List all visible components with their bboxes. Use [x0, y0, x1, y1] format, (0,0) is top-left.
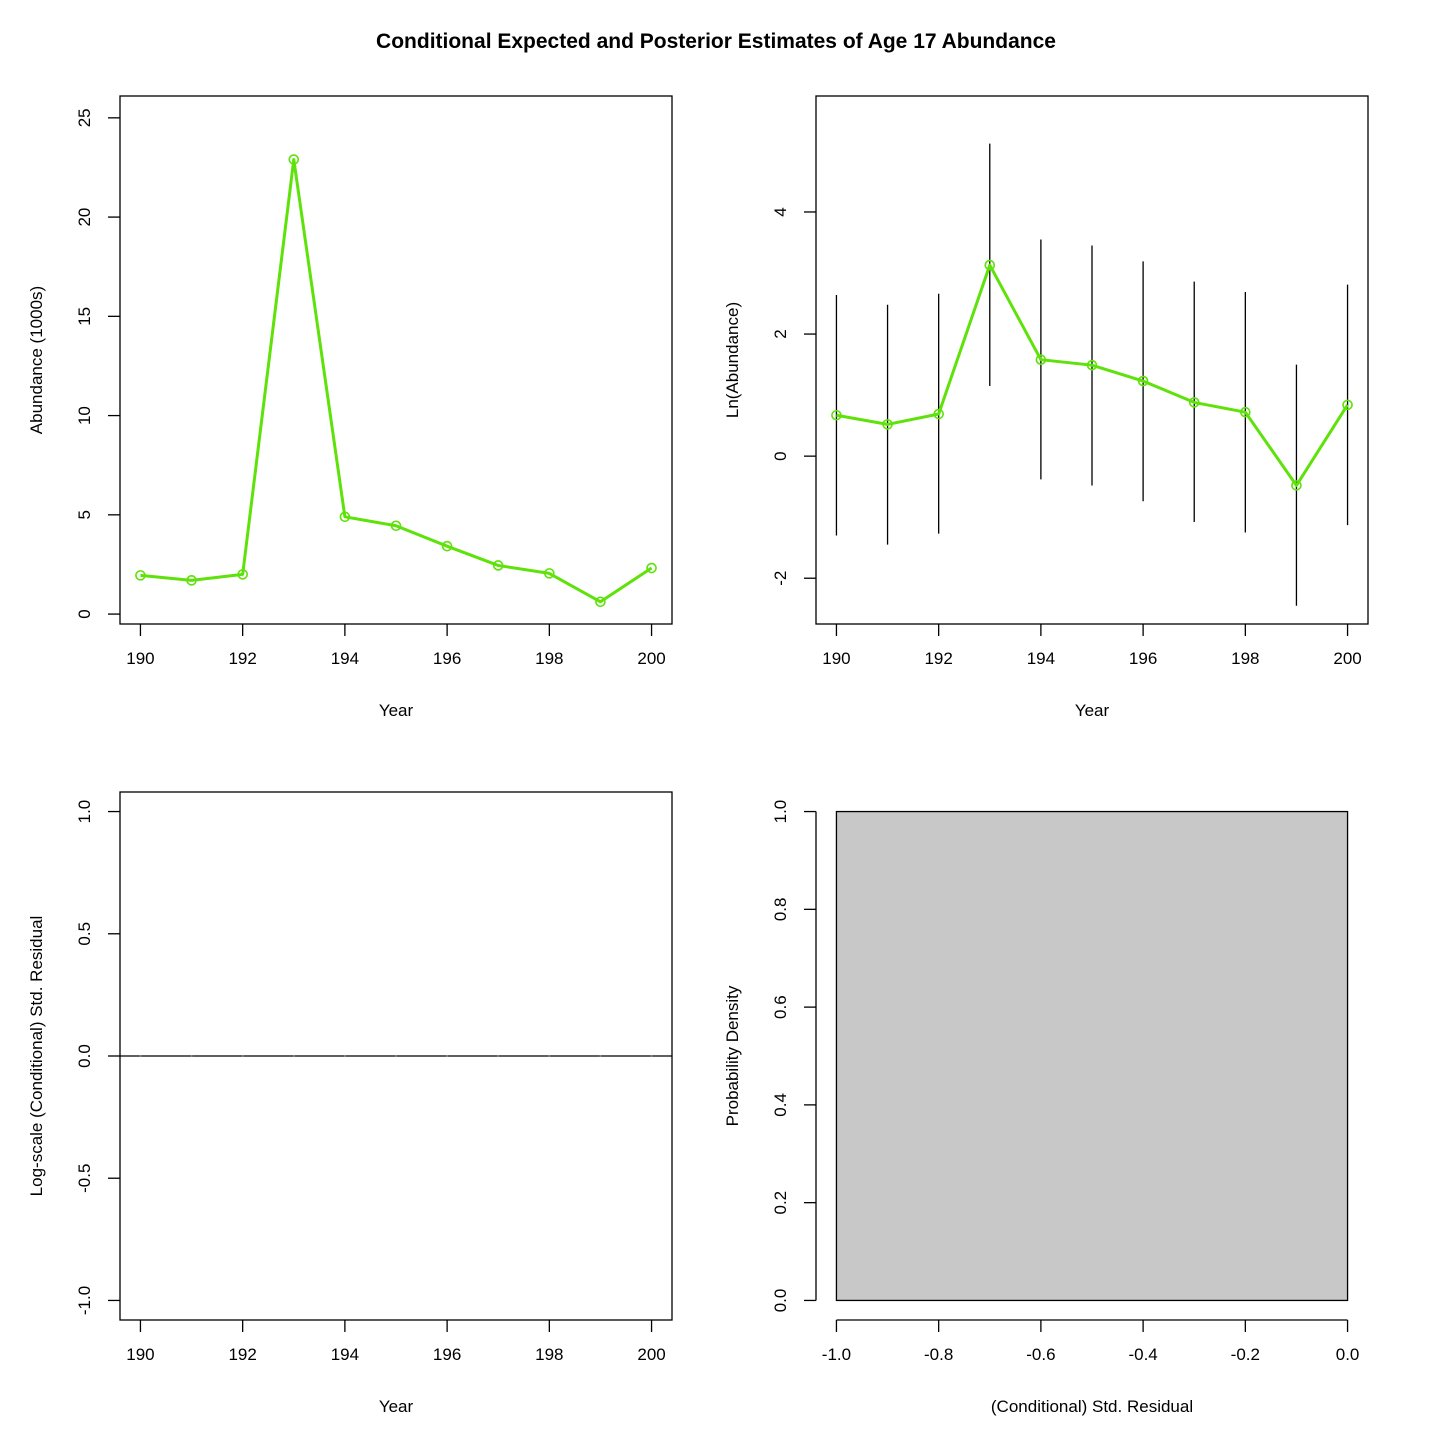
series-line	[836, 263, 1349, 487]
data-point	[831, 409, 842, 421]
data-point	[292, 1055, 295, 1057]
data-point	[237, 569, 248, 580]
histogram-bar	[835, 810, 1349, 1302]
y-tick-label: -2	[771, 571, 790, 586]
data-point	[599, 1055, 602, 1057]
x-tick-label: 196	[1129, 649, 1157, 668]
x-axis-title: Year	[379, 1397, 414, 1416]
x-tick-label: 192	[228, 649, 256, 668]
data-point	[595, 596, 606, 608]
data-point	[933, 408, 944, 420]
y-axis-title: Ln(Abundance)	[723, 302, 742, 418]
x-tick-label: 196	[433, 1345, 461, 1364]
data-point	[135, 570, 146, 581]
panel-std-residual: 190 192 194 196 198 200 -1.0 -0.5 0.0 0.5 1.0 Year L…	[27, 791, 673, 1416]
x-tick-label: 190	[126, 649, 154, 668]
data-point	[390, 520, 402, 532]
x-tick-label: -0.4	[1128, 1345, 1157, 1364]
x-axis-title: (Conditional) Std. Residual	[991, 1397, 1193, 1416]
x-tick-label: 200	[1333, 649, 1361, 668]
y-tick-label: 5	[75, 510, 94, 519]
x-tick-label: -0.8	[924, 1345, 953, 1364]
y-tick-label: 25	[75, 108, 94, 127]
x-tick-label: -0.6	[1026, 1345, 1055, 1364]
plot-frame	[119, 95, 673, 625]
y-tick-label: 0	[771, 451, 790, 460]
plot-frame	[815, 95, 1369, 625]
x-axis-title: Year	[379, 701, 414, 720]
y-tick-label: 10	[75, 406, 94, 425]
panel-abundance: 190 192 194 196 198 200 0 5 10 15 20 25 Year Abundanc…	[27, 95, 673, 720]
y-tick-label: 4	[771, 207, 790, 216]
data-point	[650, 1055, 653, 1057]
x-tick-label: 200	[637, 1345, 665, 1364]
x-tick-label: 198	[535, 1345, 563, 1364]
series-line	[140, 158, 653, 604]
data-point	[1188, 397, 1200, 408]
y-axis-title: Probability Density	[723, 985, 742, 1126]
data-point	[344, 1055, 346, 1057]
x-tick-label: 190	[822, 649, 850, 668]
y-tick-label: 0	[75, 609, 94, 618]
x-tick-label: 190	[126, 1345, 154, 1364]
x-tick-label: 0.0	[1336, 1345, 1360, 1364]
y-tick-label: 20	[75, 208, 94, 227]
data-point	[186, 575, 197, 586]
figure-title: Conditional Expected and Posterior Estim…	[376, 30, 1056, 53]
data-point	[497, 1055, 500, 1057]
data-point	[339, 511, 351, 523]
y-tick-label: 0.8	[771, 898, 790, 922]
data-point	[190, 1055, 193, 1057]
y-tick-label: 0.2	[771, 1191, 790, 1215]
data-point	[446, 1055, 448, 1057]
data-point	[1291, 480, 1302, 491]
data-point	[441, 540, 453, 552]
y-tick-label: 0.4	[771, 1093, 790, 1117]
x-tick-label: 200	[637, 649, 665, 668]
y-tick-label: 1.0	[771, 800, 790, 824]
y-tick-label: 0.6	[771, 995, 790, 1019]
data-point	[1035, 354, 1047, 365]
y-tick-label: 2	[771, 329, 790, 338]
x-tick-label: 194	[1027, 649, 1055, 668]
y-axis-title: Abundance (1000s)	[27, 286, 46, 434]
y-axis-title: Log-scale (Conditional) Std. Residual	[27, 916, 46, 1197]
panel-residual-histogram: -1.0 -0.8 -0.6 -0.4 -0.2 0.0 0.0 0.2 0.4 0.6 0.8 1.…	[723, 800, 1359, 1416]
y-tick-label: 1.0	[75, 800, 94, 824]
data-point	[241, 1055, 244, 1057]
x-axis-title: Year	[1075, 701, 1110, 720]
x-tick-label: -0.2	[1231, 1345, 1260, 1364]
data-point	[1342, 399, 1353, 411]
y-tick-label: -1.0	[75, 1286, 94, 1315]
x-tick-label: 194	[331, 649, 359, 668]
x-tick-label: 194	[331, 1345, 359, 1364]
data-point	[139, 1055, 142, 1057]
x-tick-label: 198	[1231, 649, 1259, 668]
y-tick-label: -0.5	[75, 1164, 94, 1193]
data-point	[544, 568, 555, 579]
x-tick-label: 198	[535, 649, 563, 668]
data-point	[395, 1055, 397, 1057]
data-point	[646, 562, 657, 574]
x-tick-label: 196	[433, 649, 461, 668]
data-point	[288, 154, 300, 165]
x-tick-label: 192	[924, 649, 952, 668]
data-point	[492, 560, 504, 571]
y-tick-label: 0.0	[771, 1289, 790, 1313]
data-point	[882, 419, 893, 430]
x-tick-label: -1.0	[822, 1345, 851, 1364]
x-tick-label: 192	[228, 1345, 256, 1364]
data-point	[1086, 359, 1098, 371]
data-point	[548, 1055, 551, 1057]
data-point	[984, 259, 996, 271]
y-tick-label: 0.5	[75, 922, 94, 946]
panel-ln-abundance: 190 192 194 196 198 200 -2 0 2 4 Year Ln(Abundance)	[723, 95, 1369, 720]
y-tick-label: 15	[75, 307, 94, 326]
y-tick-label: 0.0	[75, 1044, 94, 1068]
data-point	[1240, 406, 1251, 418]
data-point	[1137, 375, 1149, 387]
